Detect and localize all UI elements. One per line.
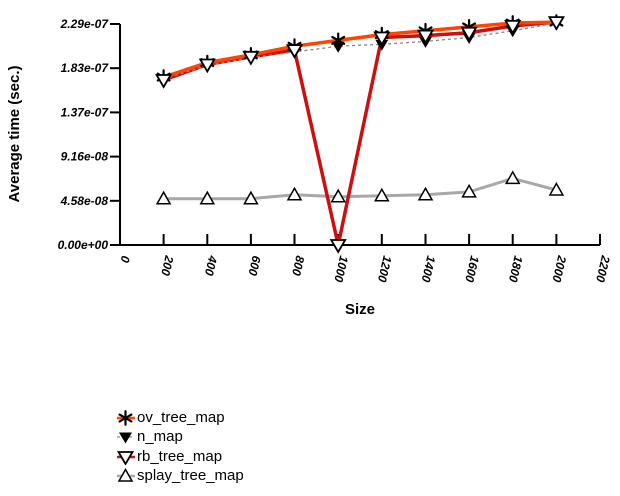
series-line-ov_tree_map xyxy=(163,20,557,79)
marker-triangle-down-open xyxy=(373,31,391,47)
series-line-n_map xyxy=(163,22,557,80)
legend-label-rb-tree-map: rb_tree_map xyxy=(137,447,223,465)
marker-triangle-down-open xyxy=(285,44,304,59)
marker-triangle-down-filled xyxy=(119,432,132,444)
marker-triangle-down-open xyxy=(460,26,478,42)
marker-triangle-up-open xyxy=(243,190,259,205)
x-axis-title: Size xyxy=(344,301,375,318)
y-tick-label: 2.29e-07 xyxy=(60,17,110,31)
legend: ov_tree_map n_map rb_tree_map splay_tree… xyxy=(116,408,244,486)
x-tick-label: 600 xyxy=(245,254,263,277)
marker-triangle-up-open xyxy=(286,186,303,201)
marker-asterisk xyxy=(118,409,133,426)
marker-triangle-down-open xyxy=(116,450,135,465)
x-tick-label: 2000 xyxy=(549,253,569,283)
x-tick-label: 1800 xyxy=(506,254,526,283)
y-tick-label: 4.58e-08 xyxy=(60,194,109,208)
legend-label-ov-tree-map: ov_tree_map xyxy=(137,408,225,426)
legend-marker-triangle-down-open-icon xyxy=(116,450,135,465)
marker-triangle-down-filled xyxy=(331,41,345,53)
marker-triangle-down-open xyxy=(416,29,435,45)
marker-triangle-up-open xyxy=(199,190,216,205)
marker-triangle-down-open xyxy=(504,20,522,35)
x-tick-label: 1000 xyxy=(331,254,351,283)
marker-triangle-down-open xyxy=(547,16,565,31)
marker-triangle-up-open xyxy=(117,468,134,482)
legend-marker-triangle-up-open-icon xyxy=(117,468,135,482)
y-tick-label: 1.83e-07 xyxy=(61,61,110,75)
marker-triangle-down-open xyxy=(329,239,347,254)
x-tick-label: 1600 xyxy=(462,254,482,283)
x-tick-label: 800 xyxy=(289,254,307,277)
y-tick-label: 9.16e-08 xyxy=(61,150,109,164)
x-tick-label: 0 xyxy=(118,254,133,264)
marker-triangle-up-open xyxy=(504,170,521,185)
x-tick-label: 200 xyxy=(158,253,176,277)
legend-item-splay-tree-map: splay_tree_map xyxy=(116,467,244,487)
series-markers-rb_tree_map xyxy=(155,16,565,254)
legend-item-ov-tree-map: ov_tree_map xyxy=(116,408,244,428)
marker-triangle-up-open xyxy=(155,190,172,205)
marker-triangle-up-open xyxy=(417,186,434,201)
legend-marker-triangle-down-filled-icon xyxy=(117,432,135,444)
series-line-splay_tree_map xyxy=(163,176,557,201)
y-tick-label: 1.37e-07 xyxy=(61,105,110,119)
legend-marker-asterisk-icon xyxy=(117,409,135,426)
x-tick-label: 400 xyxy=(202,253,220,277)
legend-item-rb-tree-map: rb_tree_map xyxy=(116,447,244,467)
marker-triangle-down-open xyxy=(242,50,260,66)
marker-triangle-up-open xyxy=(461,183,477,198)
marker-triangle-up-open xyxy=(374,187,390,202)
marker-triangle-up-open xyxy=(330,188,346,203)
marker-triangle-down-open xyxy=(155,74,173,89)
y-tick-label: 0.00e+00 xyxy=(58,238,109,252)
x-tick-label: 1400 xyxy=(418,254,438,283)
marker-triangle-down-open xyxy=(198,58,216,74)
axes xyxy=(119,24,600,246)
x-tick-label: 2200 xyxy=(593,253,613,283)
legend-label-splay-tree-map: splay_tree_map xyxy=(137,467,244,485)
legend-item-n-map: n_map xyxy=(116,428,244,448)
series-line-rb_tree_map xyxy=(163,20,557,246)
marker-triangle-up-open xyxy=(548,181,565,196)
x-tick-label: 1200 xyxy=(375,254,395,283)
legend-label-n-map: n_map xyxy=(137,428,183,446)
plot-area: 0 200 400 600 800 1000 1200 1400 1600 1800 2000 220… xyxy=(58,14,613,284)
series-markers-splay_tree_map xyxy=(155,170,565,205)
